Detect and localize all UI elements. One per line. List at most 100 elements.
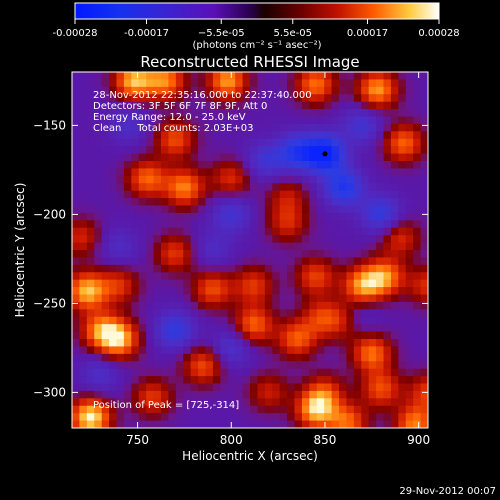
heatmap-cell	[398, 383, 407, 392]
heatmap-cell	[235, 146, 243, 154]
heatmap-cell	[131, 116, 140, 125]
heatmap-cell	[183, 235, 192, 243]
heatmap-cell	[131, 420, 140, 429]
heatmap-cell	[168, 339, 177, 347]
heatmap-cell	[398, 175, 407, 184]
heatmap-cell	[109, 287, 117, 295]
heatmap-cell	[250, 287, 258, 295]
heatmap-cell	[153, 109, 162, 117]
heatmap-cell	[324, 198, 332, 206]
heatmap-cell	[116, 183, 125, 192]
heatmap-cell	[161, 86, 169, 95]
heatmap-cell	[324, 376, 332, 384]
heatmap-cell	[413, 413, 421, 421]
heatmap-cell	[398, 346, 407, 355]
heatmap-cell	[183, 227, 192, 236]
heatmap-cell	[183, 190, 192, 199]
heatmap-cell	[79, 250, 88, 258]
heatmap-cell	[257, 368, 266, 377]
heatmap-cell	[309, 294, 318, 303]
heatmap-cell	[353, 94, 362, 103]
heatmap-cell	[227, 405, 236, 414]
heatmap-cell	[131, 264, 140, 273]
heatmap-cell	[86, 161, 95, 169]
heatmap-cell	[79, 309, 88, 318]
heatmap-cell	[405, 376, 414, 384]
heatmap-cell	[376, 123, 384, 132]
heatmap-cell	[316, 361, 325, 370]
heatmap-cell	[86, 331, 95, 340]
heatmap-cell	[183, 131, 192, 140]
heatmap-cell	[123, 190, 132, 199]
heatmap-cell	[309, 368, 318, 377]
heatmap-cell	[287, 309, 295, 318]
heatmap-cell	[368, 264, 377, 273]
heatmap-cell	[413, 242, 421, 251]
heatmap-cell	[301, 146, 310, 154]
heatmap-cell	[131, 109, 140, 117]
heatmap-cell	[368, 161, 377, 169]
heatmap-cell	[94, 235, 103, 243]
heatmap-cell	[161, 368, 169, 377]
heatmap-cell	[279, 346, 288, 355]
heatmap-cell	[198, 420, 206, 429]
heatmap-cell	[146, 86, 154, 95]
heatmap-cell	[301, 153, 310, 162]
heatmap-cell	[131, 94, 140, 103]
heatmap-cell	[205, 146, 214, 154]
annotation-clean-counts: Clean Total counts: 2.03E+03	[93, 123, 253, 134]
heatmap-cell	[72, 390, 80, 399]
heatmap-cell	[405, 101, 414, 110]
heatmap-cell	[175, 272, 184, 281]
heatmap-cell	[316, 220, 325, 229]
heatmap-cell	[316, 161, 325, 169]
heatmap-cell	[398, 72, 407, 80]
heatmap-cell	[235, 264, 243, 273]
heatmap-cell	[116, 383, 125, 392]
heatmap-cell	[220, 294, 229, 303]
colorbar-tick-label: 5.5e-05	[274, 28, 312, 39]
heatmap-cell	[161, 294, 169, 303]
heatmap-cell	[287, 376, 295, 384]
heatmap-cell	[368, 376, 377, 384]
peak-position-label: Position of Peak = [725,-314]	[93, 400, 239, 411]
heatmap-cell	[227, 175, 236, 184]
heatmap-cell	[309, 161, 318, 169]
heatmap-cell	[72, 383, 80, 392]
heatmap-cell	[153, 405, 162, 414]
heatmap-cell	[398, 190, 407, 199]
heatmap-cell	[205, 339, 214, 347]
heatmap-cell	[168, 294, 177, 303]
heatmap-cell	[190, 272, 199, 281]
heatmap-cell	[331, 309, 340, 318]
heatmap-cell	[227, 131, 236, 140]
heatmap-cell	[183, 413, 192, 421]
heatmap-cell	[316, 376, 325, 384]
heatmap-cell	[324, 353, 332, 362]
heatmap-cell	[235, 405, 243, 414]
heatmap-cell	[361, 190, 370, 199]
heatmap-cell	[212, 250, 221, 258]
heatmap-cell	[272, 376, 281, 384]
heatmap-cell	[235, 301, 243, 310]
heatmap-cell	[398, 420, 407, 429]
heatmap-cell	[368, 138, 377, 147]
heatmap-cell	[383, 264, 392, 273]
heatmap-cell	[294, 198, 303, 206]
heatmap-cell	[109, 72, 117, 80]
heatmap-cell	[138, 398, 147, 407]
heatmap-cell	[309, 287, 318, 295]
heatmap-cell	[235, 383, 243, 392]
heatmap-cell	[79, 294, 88, 303]
heatmap-cell	[353, 324, 362, 332]
heatmap-cell	[212, 94, 221, 103]
heatmap-cell	[212, 183, 221, 192]
heatmap-cell	[235, 257, 243, 266]
heatmap-cell	[146, 183, 154, 192]
heatmap-cell	[383, 331, 392, 340]
heatmap-cell	[183, 346, 192, 355]
heatmap-cell	[420, 168, 429, 177]
heatmap-cell	[168, 220, 177, 229]
heatmap-cell	[390, 301, 399, 310]
heatmap-cell	[331, 146, 340, 154]
